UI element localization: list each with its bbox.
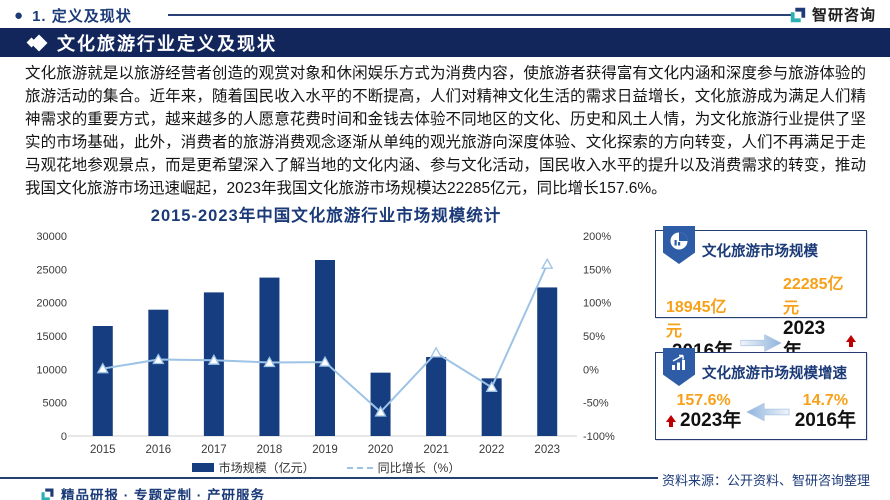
up-arrow-icon (846, 334, 857, 347)
bullet-icon: ● (14, 7, 24, 24)
right-axis-tick: 100% (583, 298, 611, 310)
kicker-divider (168, 14, 792, 16)
infobox-market-scale: 文化旅游市场规模 18945亿元 2016年 22285亿元 2023年 (655, 226, 867, 362)
stat-2023: 157.6% 2023年 (666, 392, 741, 433)
trend-chart-badge-icon (663, 348, 695, 386)
pie-chart-badge-icon (663, 226, 695, 264)
x-axis-label: 2019 (312, 444, 338, 456)
line-marker-2020 (374, 405, 387, 417)
left-axis-tick: 20000 (36, 298, 67, 310)
footer-tagline: 精品研报 · 专题定制 · 产研服务 (61, 488, 265, 500)
left-axis-tick: 10000 (36, 364, 67, 376)
x-axis-label: 2015 (90, 444, 116, 456)
right-axis-tick: 50% (583, 331, 605, 343)
infobox-title: 文化旅游市场规模 (702, 244, 818, 260)
bar-2021 (426, 357, 447, 436)
source-note: 资料来源：公开资料、智研咨询整理 (661, 473, 870, 488)
brand-name: 智研咨询 (811, 7, 876, 24)
infobox-stats: 157.6% 2023年 14.7% 2016年 (656, 383, 866, 433)
zhiyan-logo-icon (41, 488, 54, 500)
bar-2020 (370, 372, 391, 436)
right-axis-tick: 200% (583, 231, 611, 243)
right-axis-tick: 0% (583, 364, 599, 376)
bar-2023 (537, 287, 558, 436)
bar-swatch-icon (191, 463, 214, 472)
line-marker-2015 (96, 362, 109, 374)
stat-year: 2023年 (666, 410, 741, 433)
x-axis-label: 2023 (534, 444, 560, 456)
zhiyan-logo-icon (790, 7, 806, 22)
x-axis-label: 2021 (423, 444, 449, 456)
stat-value: 18945亿元 (666, 298, 727, 340)
x-axis-label: 2020 (368, 444, 394, 456)
stat-2023: 22285亿元 2023年 (782, 270, 857, 364)
right-axis-tick: -100% (583, 431, 615, 443)
line-marker-2019 (318, 355, 332, 367)
legend-bar-label: 市场规模（亿元） (218, 461, 315, 475)
left-axis-tick: 30000 (36, 231, 67, 243)
legend-line-label: 同比增长（%） (377, 461, 461, 475)
up-arrow-icon (666, 415, 676, 428)
stat-value: 14.7% (802, 392, 849, 409)
bar-2015 (92, 326, 113, 436)
brand-logo: 智研咨询 (789, 4, 876, 25)
legend-item-bar: 市场规模（亿元） (191, 459, 315, 476)
stat-year: 2016年 (794, 410, 856, 431)
bar-2022 (481, 378, 502, 436)
x-axis-label: 2016 (146, 444, 172, 456)
infobox-growth-rate: 文化旅游市场规模增速 157.6% 2023年 14.7% 2016年 (655, 348, 867, 440)
legend-item-line: 同比增长（%） (346, 459, 461, 476)
section-kicker-label: 1. 定义及现状 (32, 8, 132, 25)
left-axis-tick: 0 (61, 431, 67, 443)
x-axis-label: 2018 (257, 444, 283, 456)
x-axis-label: 2017 (201, 444, 227, 456)
chart-title: 2015-2023年中国文化旅游行业市场规模统计 (150, 207, 502, 225)
right-axis-tick: -50% (583, 398, 609, 410)
section-banner: 文化旅游行业定义及现状 (0, 28, 890, 57)
right-arrow-icon (740, 333, 782, 352)
line-dash-icon (346, 466, 373, 469)
line-marker-2017 (207, 353, 220, 365)
line-marker-2018 (263, 356, 276, 368)
bar-2016 (148, 309, 169, 436)
line-marker-2023 (541, 257, 554, 269)
right-axis-tick: 150% (583, 264, 611, 276)
banner-title: 文化旅游行业定义及现状 (57, 33, 277, 54)
left-axis-tick: 15000 (36, 331, 67, 343)
x-axis-label: 2022 (479, 444, 505, 456)
bar-2019 (315, 260, 335, 436)
stat-value: 157.6% (676, 392, 731, 409)
diamond-icon (26, 34, 48, 51)
section-kicker: ● 1. 定义及现状 (14, 5, 132, 26)
line-marker-2021 (430, 346, 443, 358)
chart-legend: 市场规模（亿元） 同比增长（%） (20, 459, 632, 476)
market-scale-chart: 0 5000 10000 15000 20000 25000 30000 -100% -50% 0… (36, 231, 615, 456)
infobox-title: 文化旅游市场规模增速 (702, 366, 847, 382)
body-paragraph: 文化旅游就是以旅游经营者创造的观赏对象和休闲娱乐方式为消费内容，使旅游者获得富有… (25, 65, 866, 197)
footer-divider (0, 477, 658, 479)
line-marker-2016 (152, 353, 165, 365)
line-marker-2022 (485, 380, 498, 392)
stat-value: 22285亿元 (782, 276, 844, 317)
left-axis-tick: 5000 (43, 398, 67, 410)
left-arrow-icon (746, 402, 790, 422)
footer-brand: 精品研报 · 专题定制 · 产研服务 (40, 484, 265, 500)
left-axis-tick: 25000 (36, 264, 67, 276)
stat-2016: 14.7% 2016年 (795, 392, 856, 433)
